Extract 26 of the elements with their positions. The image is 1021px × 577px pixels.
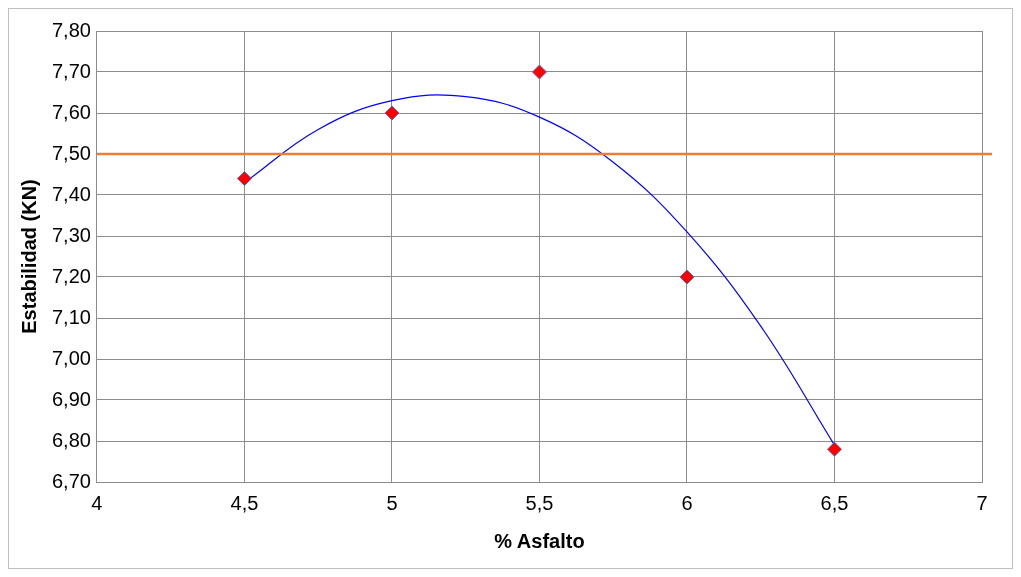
y-tick-label: 6,70 (51, 469, 91, 492)
x-tick-label: 4,5 (230, 491, 259, 514)
y-tick-label: 7,20 (51, 264, 91, 287)
y-tick-label: 7,60 (51, 100, 91, 123)
x-tick-label: 4 (91, 491, 103, 514)
x-tick-label: 6 (681, 491, 693, 514)
y-tick-label: 6,80 (51, 428, 91, 451)
y-tick-label: 7,00 (51, 346, 91, 369)
x-tick-label: 5 (386, 491, 398, 514)
y-tick-label: 6,90 (51, 387, 91, 410)
y-tick-label: 7,40 (51, 182, 91, 205)
y-axis-title: Estabilidad (KN) (17, 179, 40, 334)
y-tick-label: 7,10 (51, 305, 91, 328)
y-tick-label: 7,80 (51, 18, 91, 41)
x-tick-label: 7 (976, 491, 988, 514)
y-tick-label: 7,70 (51, 59, 91, 82)
y-tick-label: 7,50 (51, 141, 91, 164)
point (236, 171, 252, 187)
point (384, 105, 400, 121)
point (826, 441, 842, 457)
x-tick-label: 6,5 (820, 491, 849, 514)
point (679, 269, 695, 285)
y-tick-label: 7,30 (51, 223, 91, 246)
x-axis-title: % Asfalto (494, 529, 585, 552)
point (531, 64, 547, 80)
x-tick-label: 5,5 (525, 491, 554, 514)
